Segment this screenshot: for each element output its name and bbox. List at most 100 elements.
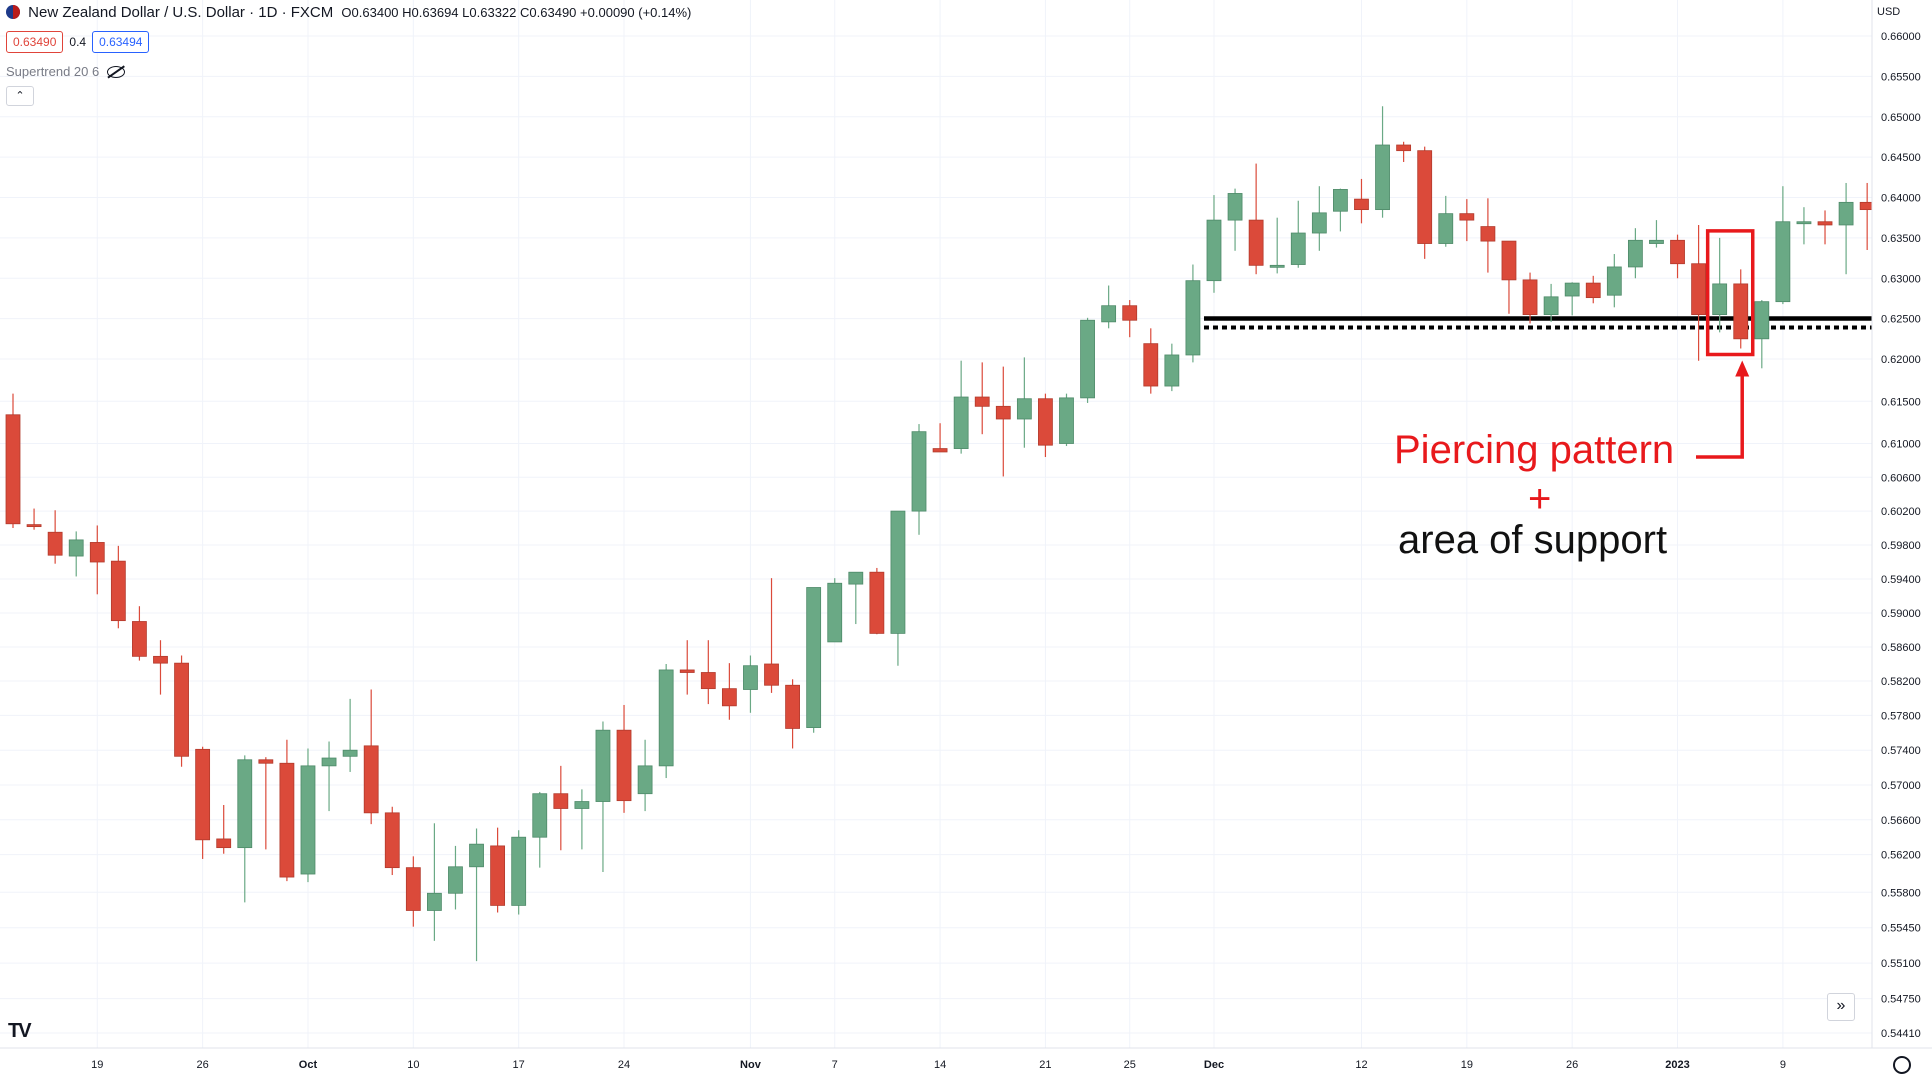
candle-down — [132, 606, 147, 661]
time-tick-label: 24 — [618, 1059, 630, 1071]
currency-label[interactable]: USD — [1877, 6, 1901, 18]
symbol-legend[interactable]: New Zealand Dollar / U.S. Dollar · 1D · … — [6, 4, 691, 21]
close-value: C0.63490 — [520, 5, 577, 20]
bid-ask-tags: 0.63490 0.4 0.63494 — [6, 31, 150, 53]
price-tick-label: 0.65000 — [1881, 112, 1921, 124]
candle-down — [153, 640, 168, 695]
candle-down — [932, 423, 948, 453]
candle-body — [511, 836, 527, 906]
candle-up — [1627, 228, 1643, 279]
price-tick-label: 0.63500 — [1881, 233, 1921, 245]
candle-body — [869, 571, 885, 634]
price-tick-label: 0.56200 — [1881, 850, 1921, 862]
bid-tag[interactable]: 0.63490 — [6, 31, 64, 53]
time-tick-label: 26 — [197, 1059, 209, 1071]
candle-body — [1838, 201, 1854, 226]
candle-body — [1375, 144, 1390, 211]
time-tick-label: Nov — [740, 1059, 762, 1071]
candle-body — [1122, 305, 1138, 321]
price-tick-label: 0.62500 — [1881, 314, 1921, 326]
candle-body — [1311, 212, 1327, 234]
settings-icon[interactable] — [1893, 1056, 1911, 1074]
indicator-label[interactable]: Supertrend 20 6 — [6, 64, 100, 79]
candle-up — [237, 755, 253, 903]
candle-body — [911, 431, 927, 512]
candle-body — [47, 531, 63, 556]
candle-up — [1059, 393, 1074, 447]
candle-body — [1649, 239, 1664, 244]
time-tick-label: 19 — [1461, 1059, 1473, 1071]
highlight-box — [1705, 229, 1755, 357]
ask-tag[interactable]: 0.63494 — [92, 31, 150, 53]
candle-body — [1712, 283, 1728, 315]
candle-body — [1227, 193, 1243, 221]
candle-up — [426, 823, 442, 941]
candle-body — [721, 688, 737, 707]
time-tick-label: 9 — [1780, 1059, 1786, 1071]
price-axis[interactable]: 0.66000 0.65500 0.65000 0.64500 0.64000 0.635… — [1871, 0, 1932, 1080]
candle-body — [384, 812, 400, 869]
tradingview-logo[interactable]: TV — [8, 1020, 32, 1042]
candle-down — [1143, 328, 1159, 394]
support-lines — [1203, 316, 1872, 330]
candle-up — [532, 791, 548, 868]
candle-up — [321, 741, 337, 812]
candle-up — [911, 424, 927, 535]
candle-up — [1227, 188, 1243, 251]
time-tick-label: Dec — [1204, 1059, 1224, 1071]
candle-up — [848, 571, 864, 625]
candle-body — [1080, 319, 1095, 399]
candle-body — [321, 757, 337, 767]
candle-up — [1543, 283, 1559, 322]
time-tick-label: 25 — [1124, 1059, 1136, 1071]
price-tick-label: 0.58200 — [1881, 676, 1921, 688]
price-tick-label: 0.59800 — [1881, 540, 1921, 552]
candle-down — [47, 510, 63, 564]
price-axis-background — [1872, 0, 1932, 1080]
double-chevron-right-icon: » — [1836, 997, 1846, 1014]
candle-up — [1269, 217, 1285, 274]
time-tick-label: 10 — [407, 1059, 419, 1071]
scroll-to-realtime-button[interactable]: » — [1827, 993, 1855, 1021]
spread-value: 0.4 — [69, 35, 87, 49]
candle-down — [616, 704, 632, 813]
candle-down — [279, 739, 295, 882]
candle-body — [1543, 296, 1559, 315]
candle-down — [1248, 163, 1264, 275]
candle-down — [1354, 178, 1369, 224]
candle-up — [1712, 237, 1728, 333]
candle-down — [1122, 300, 1138, 338]
candle-body — [616, 729, 632, 802]
candle-body — [174, 662, 189, 757]
eye-off-icon[interactable] — [107, 65, 126, 78]
price-tick-label: 0.57000 — [1881, 780, 1921, 792]
indicator-legend[interactable]: Supertrend 20 6 — [6, 64, 126, 79]
candle-body — [1438, 213, 1454, 244]
collapse-legend-button[interactable]: ⌃ — [6, 86, 34, 106]
candle-down — [384, 806, 400, 876]
price-tick-label: 0.54750 — [1881, 994, 1921, 1006]
time-axis[interactable]: 21926Oct101724Nov7142125Dec12192620239 — [0, 1047, 1932, 1080]
symbol-title[interactable]: New Zealand Dollar / U.S. Dollar · 1D · … — [28, 4, 334, 21]
candle-down — [195, 746, 211, 859]
candle-up — [1164, 343, 1180, 392]
candle-body — [110, 560, 126, 622]
candle-body — [1585, 282, 1601, 299]
candle-up — [1564, 282, 1580, 316]
time-tick-label: 7 — [832, 1059, 838, 1071]
candle-body — [1206, 219, 1222, 282]
candle-body — [195, 748, 211, 841]
candle-down — [721, 663, 737, 720]
candle-up — [953, 360, 969, 454]
candle-body — [1480, 226, 1496, 242]
price-tick-label: 0.55800 — [1881, 887, 1921, 899]
candle-up — [1375, 106, 1390, 218]
candle-down — [174, 655, 189, 767]
candle-body — [1522, 279, 1538, 315]
candle-body — [237, 759, 253, 849]
price-tick-label: 0.58600 — [1881, 642, 1921, 654]
time-tick-label: 21 — [1039, 1059, 1051, 1071]
price-tick-label: 0.57800 — [1881, 710, 1921, 722]
